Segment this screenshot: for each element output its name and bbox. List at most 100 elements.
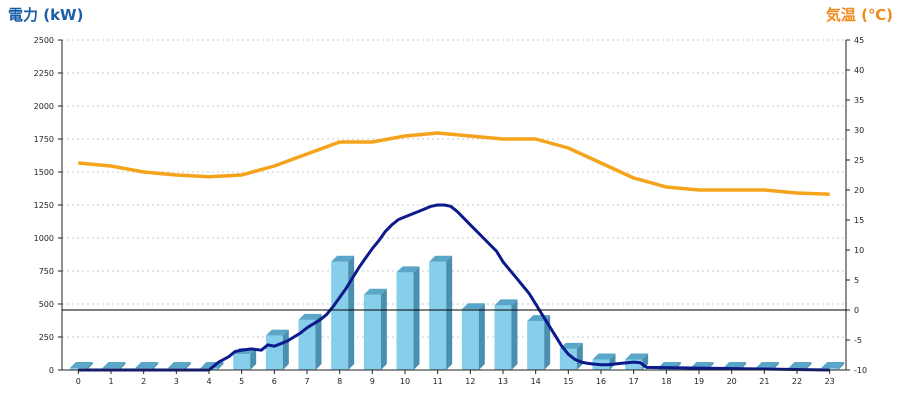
- bar-layer: [69, 255, 845, 370]
- bar: [494, 299, 518, 370]
- left-tick-label: 2500: [34, 36, 54, 45]
- x-tick-label: 13: [498, 377, 508, 386]
- x-tick-label: 9: [370, 377, 375, 386]
- x-tick-label: 19: [694, 377, 704, 386]
- line-layer: [78, 131, 830, 372]
- right-tick-label: -10: [854, 366, 867, 375]
- bar-top: [102, 362, 126, 369]
- left-tick-label: 1500: [34, 168, 54, 177]
- right-tick-label: 10: [854, 246, 864, 255]
- bar-top: [625, 353, 649, 360]
- bar-side: [380, 288, 387, 370]
- left-tick-label: 2250: [34, 69, 54, 78]
- bar-side: [119, 362, 126, 370]
- x-tick-label: 10: [400, 377, 410, 386]
- left-tick-label: 1750: [34, 135, 54, 144]
- bar-front: [527, 321, 545, 370]
- bar-top: [69, 362, 93, 369]
- bar-top: [821, 362, 845, 369]
- temperature-line: [78, 131, 830, 196]
- left-tick-label: 1250: [34, 201, 54, 210]
- bar-front: [396, 272, 414, 370]
- bar-front: [559, 348, 577, 370]
- bar-top: [755, 362, 779, 369]
- bar-front: [461, 309, 479, 370]
- bar-front: [363, 294, 381, 370]
- bar-side: [511, 299, 518, 370]
- left-tick-label: 1000: [34, 234, 54, 243]
- right-tick-label: 30: [854, 126, 864, 135]
- axis-layer: 02505007501000125015001750200022502500-1…: [34, 36, 867, 386]
- bar: [429, 255, 453, 370]
- bar: [592, 353, 616, 370]
- x-tick-label: 3: [174, 377, 179, 386]
- x-tick-label: 12: [465, 377, 475, 386]
- bar-top: [265, 329, 289, 336]
- bar-top: [429, 255, 453, 262]
- right-tick-label: 5: [854, 276, 859, 285]
- bar-top: [559, 342, 583, 349]
- bar-side: [413, 266, 420, 370]
- x-tick-label: 2: [141, 377, 146, 386]
- left-tick-label: 500: [39, 300, 54, 309]
- x-tick-label: 6: [272, 377, 277, 386]
- bar-top: [298, 313, 322, 320]
- x-tick-label: 0: [76, 377, 81, 386]
- left-tick-label: 750: [39, 267, 54, 276]
- x-tick-label: 20: [727, 377, 737, 386]
- bar-side: [86, 362, 93, 370]
- bar-front: [233, 354, 251, 370]
- x-tick-label: 14: [531, 377, 541, 386]
- bar: [265, 329, 289, 370]
- bar-top: [690, 362, 714, 369]
- bar-top: [396, 266, 420, 273]
- bar-side: [478, 303, 485, 370]
- bar-side: [282, 329, 289, 370]
- bar-top: [723, 362, 747, 369]
- x-tick-label: 23: [825, 377, 835, 386]
- power-line: [78, 203, 830, 372]
- x-tick-label: 1: [108, 377, 113, 386]
- right-tick-label: 35: [854, 96, 864, 105]
- bar-side: [315, 313, 322, 370]
- bar-side: [184, 362, 191, 370]
- right-tick-label: 45: [854, 36, 864, 45]
- bar-front: [625, 359, 643, 370]
- x-tick-label: 22: [792, 377, 802, 386]
- bar-front: [265, 335, 283, 370]
- x-tick-label: 15: [563, 377, 573, 386]
- left-axis-title: 電力 (kW): [8, 6, 83, 24]
- right-tick-label: -5: [854, 336, 862, 345]
- x-tick-label: 21: [759, 377, 769, 386]
- bar-front: [331, 261, 349, 370]
- x-tick-label: 17: [629, 377, 639, 386]
- x-tick-label: 7: [304, 377, 309, 386]
- bar-top: [167, 362, 191, 369]
- right-tick-label: 15: [854, 216, 864, 225]
- bar: [331, 255, 355, 370]
- left-tick-label: 250: [39, 333, 54, 342]
- right-tick-label: 0: [854, 306, 859, 315]
- bar-top: [788, 362, 812, 369]
- bar-side: [446, 255, 453, 370]
- bar: [396, 266, 420, 370]
- left-tick-label: 2000: [34, 102, 54, 111]
- bar-top: [363, 288, 387, 295]
- right-tick-label: 40: [854, 66, 864, 75]
- grid-layer: [62, 39, 846, 338]
- bar-side: [805, 362, 812, 370]
- bar-top: [135, 362, 159, 369]
- left-tick-label: 0: [49, 366, 54, 375]
- x-tick-label: 18: [661, 377, 671, 386]
- bar-side: [250, 348, 257, 370]
- bar-top: [494, 299, 518, 306]
- right-tick-label: 20: [854, 186, 864, 195]
- bar-side: [217, 362, 224, 370]
- x-tick-label: 11: [433, 377, 443, 386]
- bar-side: [152, 362, 159, 370]
- x-tick-label: 8: [337, 377, 342, 386]
- x-tick-label: 4: [206, 377, 211, 386]
- bar-top: [592, 353, 616, 360]
